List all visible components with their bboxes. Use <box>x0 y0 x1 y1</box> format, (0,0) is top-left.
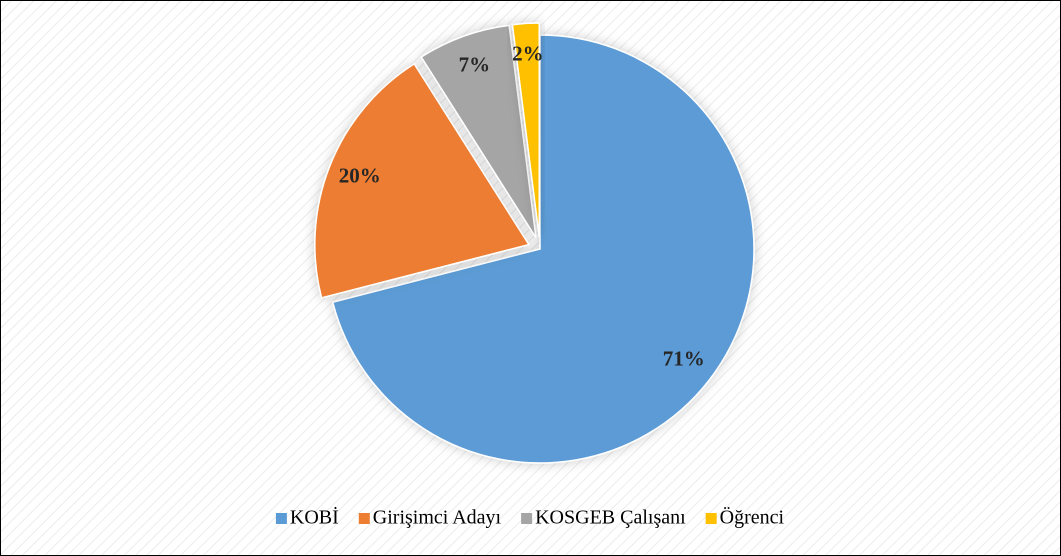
legend-label: Girişimci Adayı <box>373 507 502 529</box>
slice <box>331 34 755 464</box>
legend-label: KOSGEB Çalışanı <box>535 507 686 529</box>
legend-swatch <box>275 513 287 524</box>
slice <box>314 62 531 299</box>
legend-swatch <box>358 513 370 524</box>
legend-swatch <box>705 513 717 524</box>
data-label: 7% <box>459 52 491 76</box>
legend-swatch <box>521 513 533 524</box>
pie: 71% 20% 7% 2% <box>314 22 755 464</box>
slice <box>420 24 537 239</box>
legend-label: Öğrenci <box>720 506 785 529</box>
data-label: 2% <box>512 41 544 65</box>
data-label: 20% <box>339 163 381 187</box>
legend-label: KOBİ <box>290 506 339 529</box>
legend: KOBİ Girişimci Adayı KOSGEB Çalışanı Öğrenc… <box>275 506 785 529</box>
data-label: 71% <box>663 346 705 370</box>
slice <box>511 22 540 238</box>
